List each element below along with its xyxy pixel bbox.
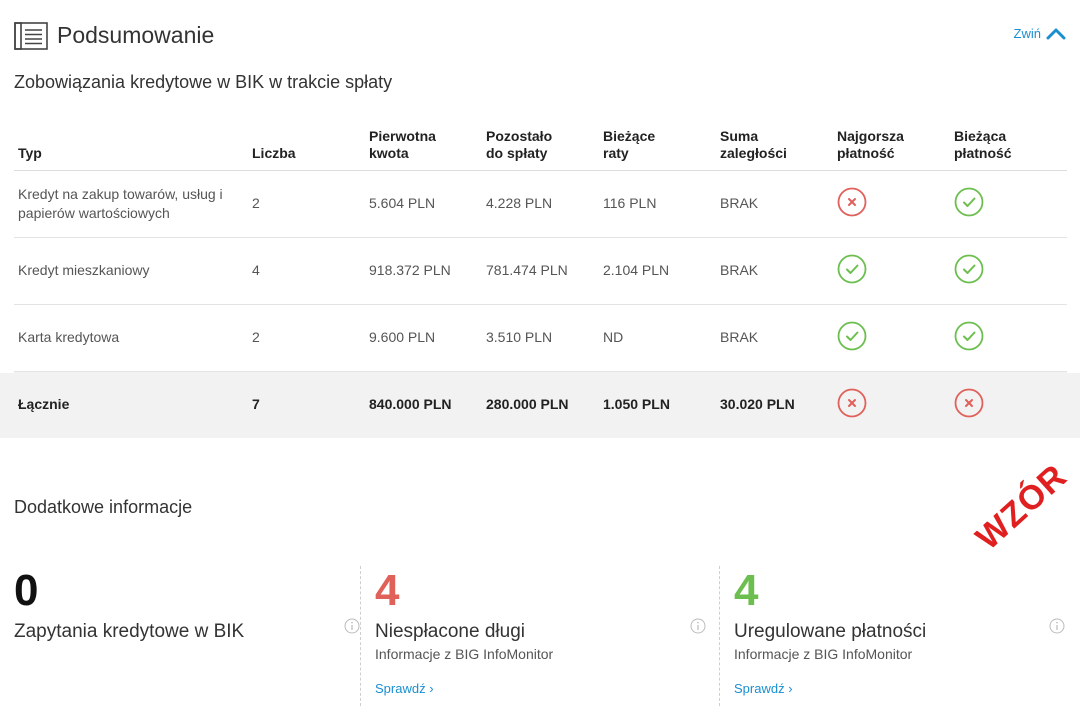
cell-original: 918.372 PLN	[365, 237, 482, 305]
cell-worst	[833, 170, 950, 238]
document-list-icon	[14, 22, 48, 50]
cell-count: 2	[248, 170, 365, 238]
column-header-current-payment: Bieżąca płatność	[950, 118, 1067, 171]
cell-arrears: BRAK	[716, 170, 833, 238]
card-number: 4	[734, 566, 759, 615]
info-icon[interactable]	[1049, 618, 1065, 634]
credits-table: Typ Liczba Pierwotna kwota Pozostało do sp…	[14, 118, 1067, 438]
cell-remaining: 3.510 PLN	[482, 304, 599, 372]
card-label: Niespłacone długi	[375, 621, 525, 642]
additional-section-title: Dodatkowe informacje	[14, 497, 193, 517]
info-cards: 0 Zapytania kredytowe w BIK 4 Niespłacon…	[14, 566, 1066, 706]
column-header-original: Pierwotna kwota	[365, 118, 482, 171]
cross-circle-icon	[837, 187, 867, 217]
card-credit-inquiries: 0 Zapytania kredytowe w BIK	[14, 566, 360, 706]
card-source: Informacje z BIG InfoMonitor	[734, 646, 913, 662]
check-circle-icon	[954, 187, 984, 217]
cell-arrears: BRAK	[716, 304, 833, 372]
column-header-count: Liczba	[248, 118, 365, 171]
cell-total-installment: 1.050 PLN	[599, 371, 716, 438]
cell-total-count: 7	[248, 371, 365, 438]
check-circle-icon	[837, 254, 867, 284]
info-icon[interactable]	[344, 618, 360, 634]
cell-remaining: 4.228 PLN	[482, 170, 599, 238]
table-row: Kredyt mieszkaniowy 4 918.372 PLN 781.47…	[14, 237, 1067, 305]
cell-remaining: 781.474 PLN	[482, 237, 599, 305]
cross-circle-icon	[837, 388, 867, 418]
sample-stamp: WZÓR	[968, 456, 1075, 558]
cell-total-current	[950, 371, 1067, 438]
cell-total-label: Łącznie	[14, 371, 248, 438]
cell-type: Kredyt mieszkaniowy	[14, 237, 248, 305]
column-header-remaining: Pozostało do spłaty	[482, 118, 599, 171]
cell-worst	[833, 304, 950, 372]
cell-count: 2	[248, 304, 365, 372]
total-row: Łącznie 7 840.000 PLN 280.000 PLN 1.050 …	[14, 371, 1067, 438]
cell-current	[950, 237, 1067, 305]
cell-total-worst	[833, 371, 950, 438]
check-link[interactable]: Sprawdź ›	[734, 681, 793, 696]
cross-circle-icon	[954, 388, 984, 418]
card-number: 0	[14, 566, 39, 615]
table-header-row: Typ Liczba Pierwotna kwota Pozostało do sp…	[14, 118, 1067, 171]
table-row: Karta kredytowa 2 9.600 PLN 3.510 PLN ND…	[14, 304, 1067, 372]
info-icon[interactable]	[690, 618, 706, 634]
card-label: Uregulowane płatności	[734, 621, 927, 642]
column-header-type: Typ	[14, 118, 248, 171]
credits-section-title: Zobowiązania kredytowe w BIK w trakcie s…	[14, 72, 393, 92]
page-title: Podsumowanie	[57, 22, 215, 48]
cell-original: 9.600 PLN	[365, 304, 482, 372]
check-link[interactable]: Sprawdź ›	[375, 681, 434, 696]
table-row: Kredyt na zakup towarów, usług i papierów…	[14, 170, 1067, 238]
cell-worst	[833, 237, 950, 305]
card-unpaid-debts: 4 Niespłacone długi Informacje z BIG Inf…	[360, 566, 706, 706]
cell-total-arrears: 30.020 PLN	[716, 371, 833, 438]
summary-header: Podsumowanie Zwiń	[14, 20, 1066, 52]
cell-type: Kredyt na zakup towarów, usług i papierów…	[14, 170, 248, 238]
check-circle-icon	[837, 321, 867, 351]
column-header-installment: Bieżące raty	[599, 118, 716, 171]
cell-installment: ND	[599, 304, 716, 372]
cell-type: Karta kredytowa	[14, 304, 248, 372]
cell-count: 4	[248, 237, 365, 305]
chevron-up-icon	[1046, 28, 1066, 39]
cell-arrears: BRAK	[716, 237, 833, 305]
cell-total-remaining: 280.000 PLN	[482, 371, 599, 438]
collapse-button[interactable]: Zwiń	[1014, 26, 1066, 41]
cell-installment: 116 PLN	[599, 170, 716, 238]
column-header-arrears: Suma zaległości	[716, 118, 833, 171]
cell-current	[950, 170, 1067, 238]
card-settled-payments: 4 Uregulowane płatności Informacje z BIG…	[719, 566, 1065, 706]
cell-original: 5.604 PLN	[365, 170, 482, 238]
check-circle-icon	[954, 321, 984, 351]
check-circle-icon	[954, 254, 984, 284]
collapse-label: Zwiń	[1013, 26, 1041, 41]
cell-installment: 2.104 PLN	[599, 237, 716, 305]
cell-total-original: 840.000 PLN	[365, 371, 482, 438]
card-label: Zapytania kredytowe w BIK	[14, 621, 245, 642]
card-source: Informacje z BIG InfoMonitor	[375, 646, 554, 662]
cell-current	[950, 304, 1067, 372]
column-header-worst-payment: Najgorsza płatność	[833, 118, 950, 171]
card-number: 4	[375, 566, 400, 615]
